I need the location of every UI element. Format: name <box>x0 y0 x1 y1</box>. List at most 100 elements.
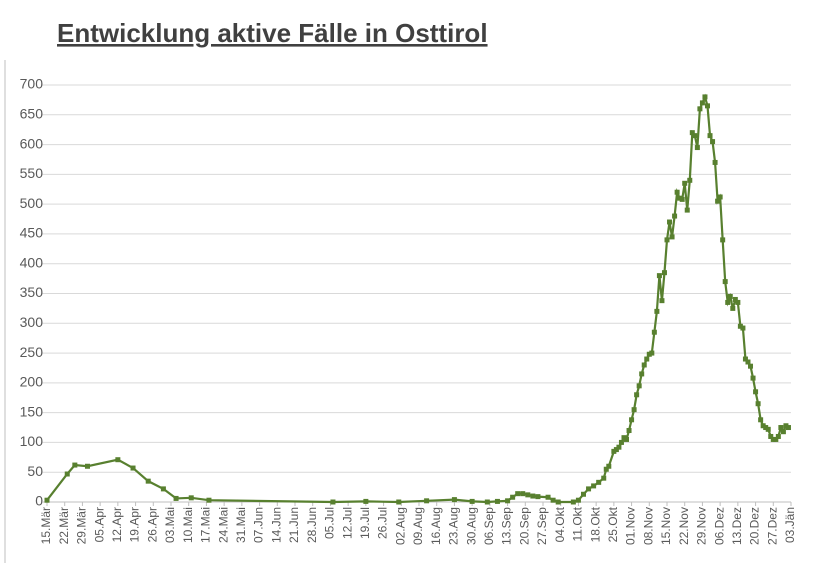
data-point <box>737 323 743 329</box>
data-point <box>634 392 640 398</box>
x-tick-label: 08.Nov <box>641 507 655 545</box>
data-point <box>687 177 693 183</box>
data-point <box>730 305 736 311</box>
data-point <box>631 407 637 413</box>
data-point <box>768 433 774 439</box>
data-point <box>570 499 576 505</box>
data-point <box>363 498 369 504</box>
x-tick-label: 22.Nov <box>677 507 691 545</box>
data-point <box>674 189 680 195</box>
data-point <box>621 435 627 441</box>
data-point <box>783 423 789 429</box>
x-tick-label: 30.Aug <box>464 507 478 545</box>
data-point <box>173 495 179 501</box>
data-point <box>611 448 617 454</box>
x-tick-label: 20.Dez <box>748 507 762 545</box>
x-tick-label: 21.Jun <box>287 507 301 543</box>
data-point <box>616 444 622 450</box>
data-point <box>72 462 78 468</box>
data-point <box>641 362 647 368</box>
y-tick-label: 250 <box>20 344 44 360</box>
data-point <box>692 133 698 139</box>
x-tick-label: 16.Aug <box>429 507 443 545</box>
data-point <box>651 329 657 335</box>
data-point <box>677 195 683 201</box>
data-point <box>510 494 516 500</box>
data-point <box>702 94 708 100</box>
data-point <box>644 356 650 362</box>
data-point <box>778 425 784 431</box>
x-tick-label: 31.Mai <box>234 507 248 543</box>
data-point <box>689 130 695 136</box>
x-tick-label: 25.Okt <box>606 506 620 542</box>
data-point <box>740 325 746 331</box>
data-point <box>710 139 716 145</box>
data-point <box>722 279 728 285</box>
data-point <box>661 270 667 276</box>
data-point <box>206 497 212 503</box>
data-point <box>535 494 541 500</box>
data-point <box>624 436 630 442</box>
x-tick-label: 09.Aug <box>411 507 425 545</box>
x-tick-label: 28.Jun <box>305 507 319 543</box>
data-point <box>682 180 688 186</box>
data-line <box>46 93 790 504</box>
y-tick-label: 0 <box>35 493 43 509</box>
data-point <box>520 491 526 497</box>
data-point <box>515 491 521 497</box>
data-point <box>494 498 500 504</box>
x-tick-label: 11.Okt <box>571 506 585 541</box>
data-point <box>694 145 700 151</box>
data-point <box>618 439 624 445</box>
y-tick-label: 450 <box>20 225 44 241</box>
x-tick-label: 27.Dez <box>765 507 779 545</box>
x-tick-label: 22.Mär <box>57 507 71 544</box>
data-point <box>469 498 475 504</box>
x-tick-label: 14.Jun <box>269 507 283 543</box>
x-tick-label: 05.Apr <box>92 507 106 542</box>
y-tick-label: 700 <box>20 76 44 92</box>
data-point <box>763 425 769 431</box>
data-point <box>188 495 194 501</box>
data-point <box>745 359 751 365</box>
x-tick-label: 26.Apr <box>145 507 159 542</box>
data-point <box>765 426 771 432</box>
data-point <box>704 103 710 109</box>
x-tick-label: 10.Mai <box>181 507 195 543</box>
x-tick-label: 24.Mai <box>216 507 230 543</box>
y-tick-label: 600 <box>20 135 44 151</box>
data-point <box>679 196 685 202</box>
data-point <box>770 436 776 442</box>
y-tick-label: 350 <box>20 284 44 300</box>
data-point <box>672 213 678 219</box>
data-point <box>603 466 609 472</box>
x-tick-label: 15.Nov <box>659 507 673 545</box>
x-tick-label: 13.Sep <box>500 507 514 545</box>
data-point <box>451 497 457 503</box>
data-point <box>586 486 592 492</box>
data-point <box>525 492 531 498</box>
x-tick-label: 06.Dez <box>712 507 726 545</box>
data-point <box>667 219 673 225</box>
x-tick-label: 23.Aug <box>447 507 461 545</box>
data-point <box>712 159 718 165</box>
data-point <box>697 106 703 112</box>
data-point <box>775 433 781 439</box>
x-tick-label: 27.Sep <box>535 507 549 545</box>
data-point <box>755 401 761 407</box>
data-point <box>115 457 121 463</box>
y-tick-label: 650 <box>20 105 44 121</box>
x-tick-label: 06.Sep <box>482 507 496 545</box>
data-point <box>732 296 738 302</box>
data-point <box>64 471 70 477</box>
data-point <box>699 100 705 106</box>
data-point <box>748 363 754 369</box>
data-point <box>145 478 151 484</box>
data-point <box>646 351 652 357</box>
data-point <box>742 356 748 362</box>
data-point <box>505 498 511 504</box>
data-point <box>580 491 586 497</box>
x-tick-label: 03.Mai <box>163 507 177 543</box>
x-tick-label: 01.Nov <box>624 507 638 545</box>
x-tick-label: 13.Dez <box>730 507 744 545</box>
